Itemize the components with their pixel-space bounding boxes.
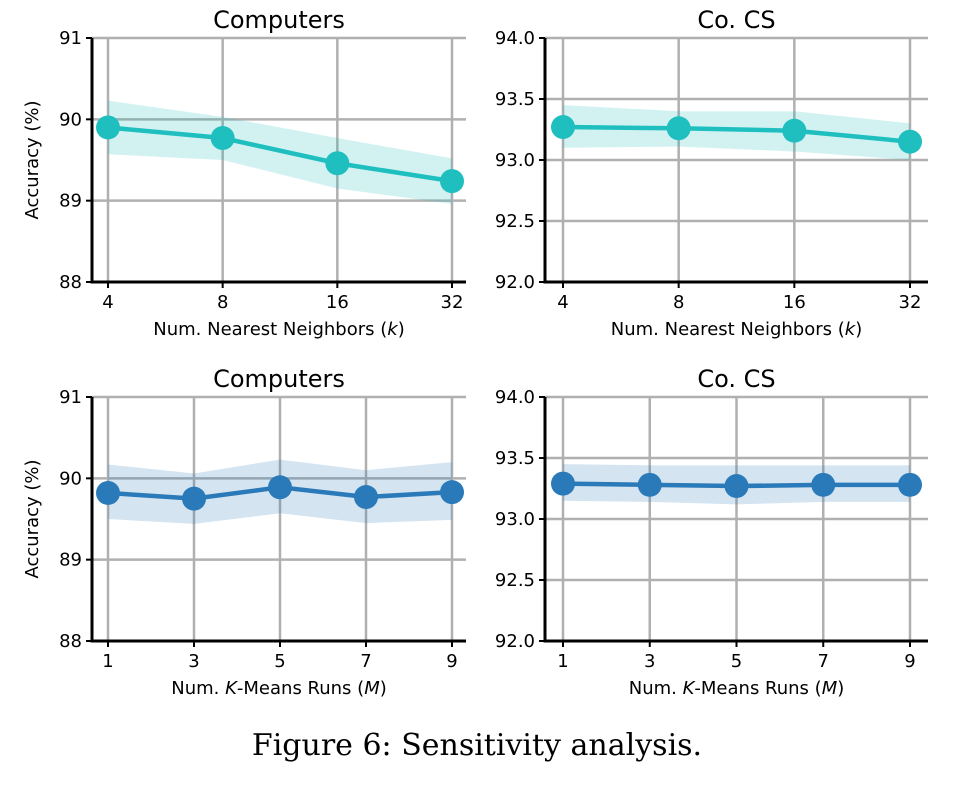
y-tick-label: 88 [59, 631, 82, 652]
x-axis-label: Num. Nearest Neighbors (k) [153, 319, 404, 340]
data-point [666, 116, 691, 141]
x-tick-label: 9 [904, 651, 915, 672]
x-tick-label: 32 [899, 292, 922, 313]
data-point [551, 115, 575, 140]
y-tick-label: 92.5 [495, 211, 535, 232]
y-tick-label: 91 [59, 387, 82, 408]
data-point [724, 474, 749, 499]
x-tick-label: 8 [217, 292, 228, 313]
x-axis-label: Num. K-Means Runs (M) [171, 678, 387, 699]
subplot-title: Computers [213, 365, 345, 393]
data-point [354, 485, 378, 510]
series-line [107, 125, 453, 184]
data-point [782, 118, 807, 143]
data-point [210, 126, 235, 151]
data-point [182, 486, 206, 511]
y-axis-label: Accuracy (%) [22, 100, 43, 219]
y-tick-label: 92.0 [495, 272, 535, 293]
subplot-3: 88 89 90 91 1 3 5 7 9 Computers Num. K-Means Runs … [22, 365, 466, 699]
data-point [325, 151, 350, 176]
figure-caption: Figure 6: Sensitivity analysis. [251, 728, 703, 763]
subplot-title: Co. CS [697, 6, 775, 34]
data-point [96, 115, 120, 140]
x-tick-label: 5 [274, 651, 285, 672]
x-tick-label: 1 [102, 651, 113, 672]
x-tick-label: 4 [102, 292, 113, 313]
y-tick-label: 93.5 [495, 89, 535, 110]
data-point [811, 472, 836, 497]
y-tick-label: 88 [59, 272, 82, 293]
y-tick-label: 92.0 [495, 631, 535, 652]
series-line [562, 124, 911, 144]
subplot-2: 92.0 92.5 93.0 93.5 94.0 4 8 16 32 Co. CS Num. Nea… [495, 6, 928, 340]
y-tick-label: 90 [59, 468, 82, 489]
data-point [440, 480, 464, 505]
x-tick-label: 3 [188, 651, 199, 672]
x-tick-label: 3 [644, 651, 655, 672]
x-tick-label: 9 [446, 651, 457, 672]
x-axis-label: Num. Nearest Neighbors (k) [611, 319, 862, 340]
x-axis-label: Num. K-Means Runs (M) [629, 678, 845, 699]
subplot-title: Computers [213, 6, 345, 34]
y-tick-label: 93.0 [495, 509, 535, 530]
y-tick-label: 93.0 [495, 150, 535, 171]
y-axis-label: Accuracy (%) [22, 459, 43, 578]
x-tick-label: 1 [557, 651, 568, 672]
subplot-1: 88 89 90 91 4 8 16 32 Computers Num. Nearest Neig… [22, 6, 466, 340]
y-tick-label: 94.0 [495, 28, 535, 49]
y-tick-label: 89 [59, 550, 82, 571]
y-tick-label: 94.0 [495, 387, 535, 408]
data-point [898, 129, 922, 154]
x-tick-label: 4 [557, 292, 568, 313]
x-tick-label: 5 [731, 651, 742, 672]
data-point [96, 480, 120, 505]
data-point [268, 475, 292, 500]
y-tick-label: 89 [59, 191, 82, 212]
data-point [898, 472, 922, 497]
x-tick-label: 32 [441, 292, 464, 313]
x-tick-label: 7 [818, 651, 829, 672]
x-tick-label: 7 [360, 651, 371, 672]
y-tick-label: 91 [59, 28, 82, 49]
data-point [637, 472, 662, 497]
data-point [551, 471, 575, 496]
x-tick-label: 8 [673, 292, 684, 313]
subplot-title: Co. CS [697, 365, 775, 393]
x-tick-label: 16 [326, 292, 349, 313]
y-tick-label: 92.5 [495, 570, 535, 591]
x-tick-label: 16 [783, 292, 806, 313]
y-tick-label: 93.5 [495, 448, 535, 469]
data-point [440, 169, 464, 194]
y-tick-label: 90 [59, 109, 82, 130]
subplot-4: 92.0 92.5 93.0 93.5 94.0 1 3 5 7 9 Co. CS Num. K-Me… [495, 365, 928, 699]
confidence-band [563, 105, 910, 160]
